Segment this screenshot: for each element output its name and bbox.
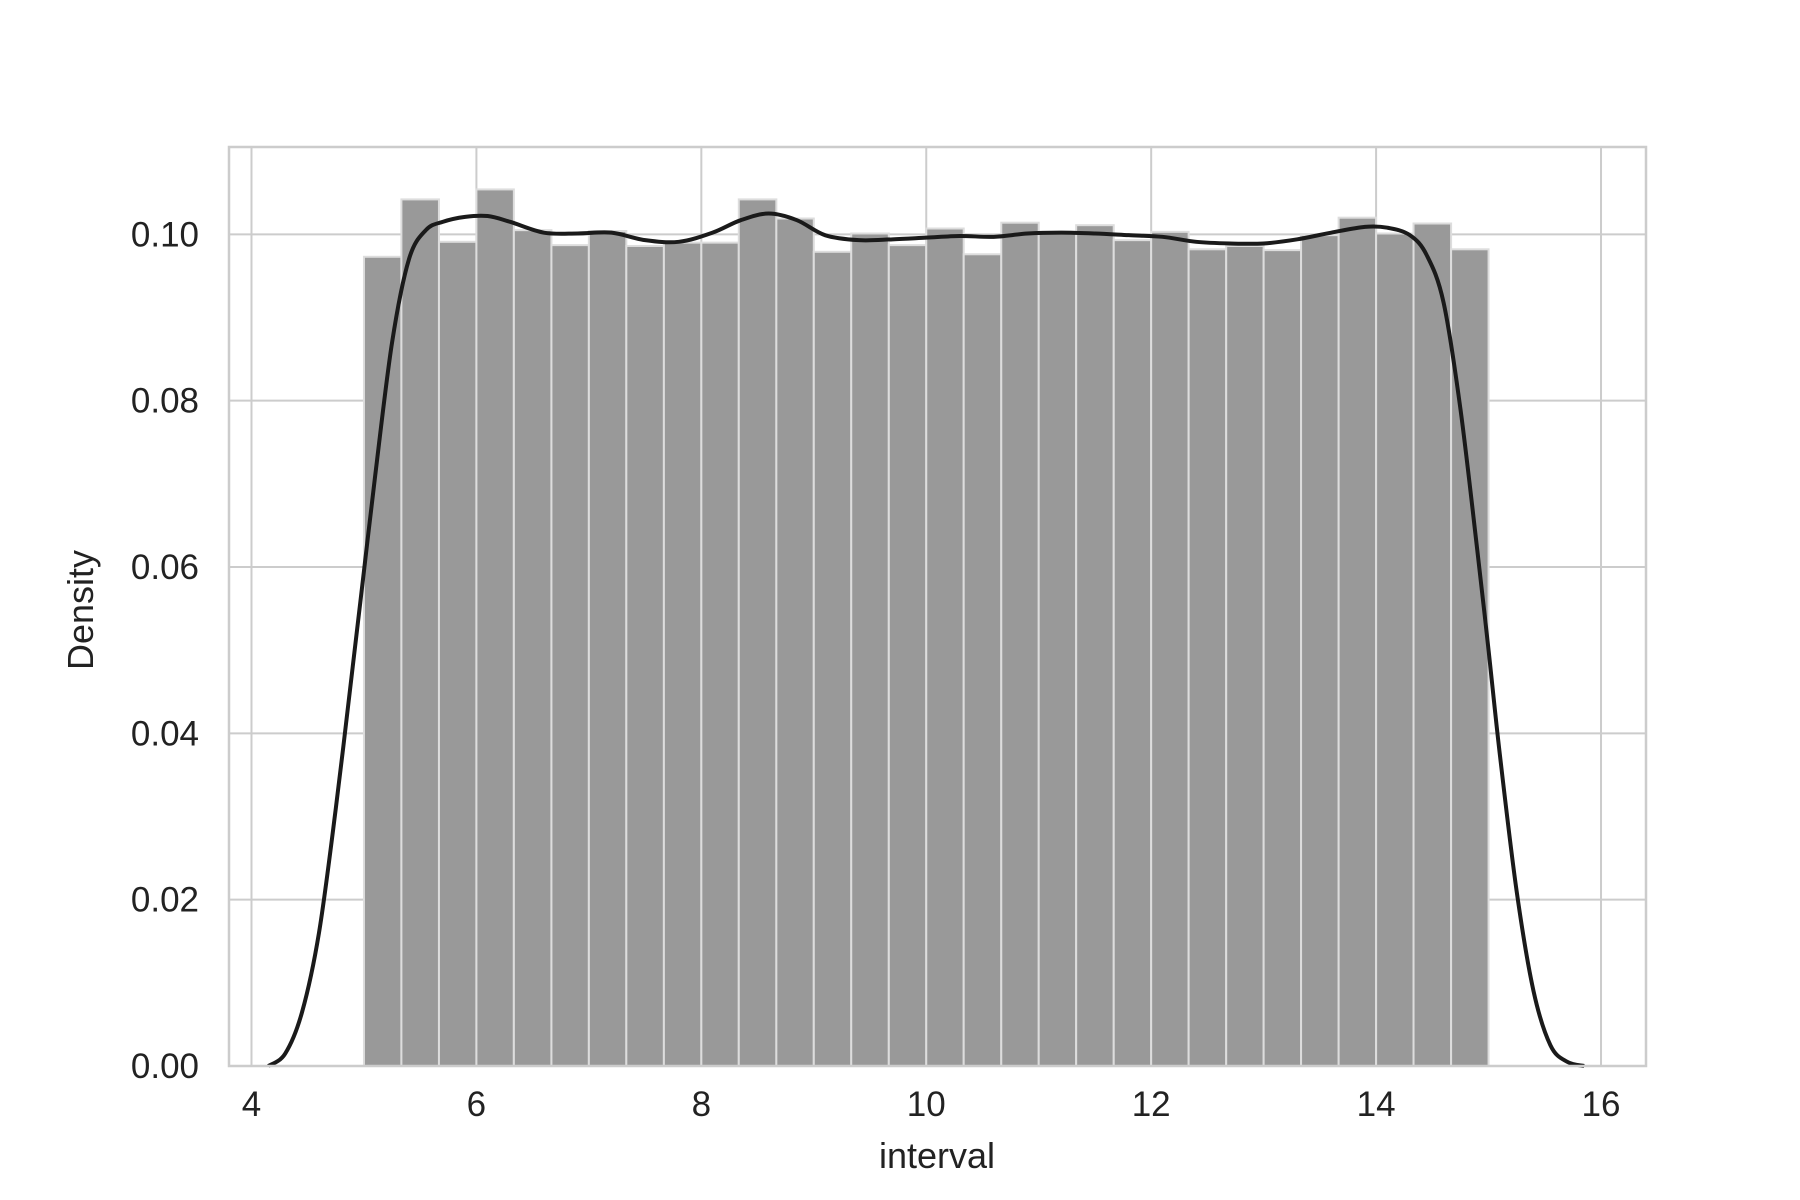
histogram-bar [475, 188, 515, 1067]
histogram-bar [400, 198, 440, 1068]
y-axis-label: Density [60, 550, 101, 670]
histogram-bar [1075, 224, 1115, 1067]
histogram-bar [887, 244, 928, 1067]
histogram-bar [1262, 249, 1303, 1067]
histogram-bar [1225, 244, 1265, 1067]
x-tick-label: 6 [467, 1085, 486, 1124]
x-tick-label: 4 [242, 1085, 261, 1124]
histogram-bar [625, 244, 665, 1067]
y-tick-label: 0.10 [131, 215, 199, 254]
histogram-bar [1112, 239, 1153, 1067]
histogram-bar [437, 240, 478, 1068]
histogram-bar [1150, 230, 1190, 1068]
histogram-bar [812, 250, 853, 1067]
histogram-bar [362, 255, 403, 1067]
histogram-bar [775, 217, 815, 1067]
histogram-bars [362, 188, 1490, 1068]
histogram-bar [850, 232, 890, 1067]
y-tick-label: 0.02 [131, 881, 199, 920]
x-tick-label: 16 [1582, 1085, 1621, 1124]
histogram-bar [1375, 232, 1415, 1067]
histogram-bar [962, 253, 1003, 1068]
histogram-bar [925, 227, 965, 1067]
kde-curve-group [267, 211, 1585, 1068]
y-tick-label: 0.04 [131, 714, 199, 753]
x-tick-label: 10 [907, 1085, 946, 1124]
histogram-bar [662, 241, 703, 1068]
histogram-bar [1337, 216, 1378, 1067]
histogram-bar [700, 241, 740, 1068]
histogram-bar [1300, 234, 1340, 1067]
histogram-bar [737, 198, 778, 1068]
x-tick-label: 8 [692, 1085, 711, 1124]
histogram-bar [587, 229, 628, 1068]
plot-frame [227, 145, 1648, 1068]
histogram-bar [1412, 222, 1453, 1067]
x-tick-label: 14 [1357, 1085, 1396, 1124]
histogram-bar [1187, 248, 1228, 1068]
kde-curve [267, 211, 1585, 1068]
y-tick-label: 0.00 [131, 1047, 199, 1086]
x-tick-label: 12 [1132, 1085, 1171, 1124]
x-axis-label: interval [879, 1135, 995, 1176]
plot-border [227, 145, 1648, 1068]
y-tick-label: 0.06 [131, 548, 199, 587]
histogram-bar [1037, 230, 1078, 1068]
histogram-bar [1000, 221, 1040, 1067]
tick-labels: 4 6 8 10 12 14 16 0.00 0.02 0.04 0.06 0.08 0.10 [131, 215, 1621, 1124]
histogram-bar [550, 244, 590, 1067]
y-tick-label: 0.08 [131, 382, 199, 421]
histogram-bar [512, 229, 553, 1067]
